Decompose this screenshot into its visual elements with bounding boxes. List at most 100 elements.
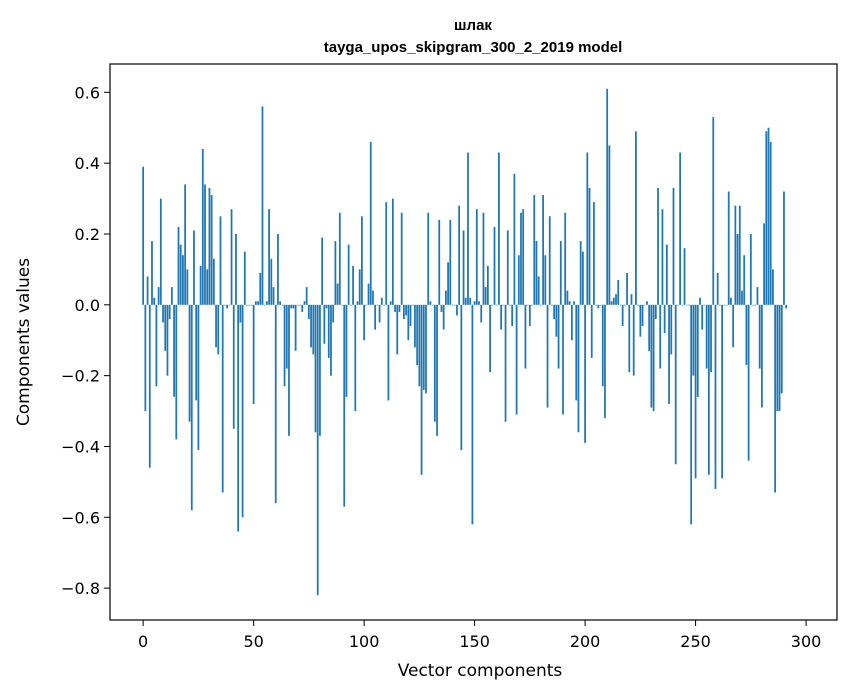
bar-285 xyxy=(772,269,774,305)
bar-51 xyxy=(254,301,257,305)
bar-126 xyxy=(420,304,423,475)
bar-123 xyxy=(414,304,416,348)
bar-179 xyxy=(537,276,540,305)
bar-23 xyxy=(193,230,195,305)
bar-109 xyxy=(383,304,385,306)
bar-68 xyxy=(292,304,295,309)
bar-70 xyxy=(296,304,299,306)
bar-279 xyxy=(758,304,761,369)
bar-238 xyxy=(668,304,670,404)
bar-143 xyxy=(458,205,461,305)
bar-148 xyxy=(469,297,472,305)
bar-153 xyxy=(480,304,483,323)
bar-213 xyxy=(612,297,615,305)
bar-208 xyxy=(601,304,604,387)
bar-222 xyxy=(632,304,635,376)
bar-55 xyxy=(263,304,266,306)
bar-180 xyxy=(540,304,542,306)
bar-192 xyxy=(566,290,569,305)
bar-69 xyxy=(294,304,297,351)
bar-248 xyxy=(690,304,693,525)
bar-241 xyxy=(674,304,677,465)
bar-214 xyxy=(615,294,617,305)
bar-136 xyxy=(442,304,445,330)
bar-188 xyxy=(557,304,560,369)
bar-64 xyxy=(283,304,286,387)
bar-7 xyxy=(157,287,160,305)
bar-281 xyxy=(763,223,765,305)
plot-frame xyxy=(109,63,838,621)
bar-119 xyxy=(405,304,407,316)
bar-107 xyxy=(378,304,381,323)
bar-267 xyxy=(732,304,735,348)
bar-245 xyxy=(683,248,686,305)
bar-120 xyxy=(407,304,410,341)
bar-247 xyxy=(688,304,690,306)
bar-146 xyxy=(464,297,467,305)
bar-237 xyxy=(665,244,668,305)
bar-256 xyxy=(707,304,710,475)
bar-62 xyxy=(279,301,282,305)
bar-212 xyxy=(610,301,613,305)
bar-46 xyxy=(243,251,246,305)
bar-244 xyxy=(681,304,684,306)
bar-32 xyxy=(212,258,215,305)
bar-189 xyxy=(559,241,562,305)
bar-108 xyxy=(380,297,383,305)
x-tick-label: 250 xyxy=(680,632,711,651)
bar-85 xyxy=(330,304,332,376)
bar-207 xyxy=(599,304,602,306)
bar-29 xyxy=(206,269,209,305)
bar-130 xyxy=(429,301,432,305)
bar-72 xyxy=(301,304,304,312)
bar-96 xyxy=(354,304,357,412)
bar-1 xyxy=(144,304,147,412)
bar-6 xyxy=(155,304,158,387)
y-tick-label: −0.8 xyxy=(61,579,100,598)
bar-223 xyxy=(635,131,637,305)
bar-111 xyxy=(387,304,390,401)
bar-98 xyxy=(358,269,361,305)
bar-57 xyxy=(268,209,270,305)
bar-263 xyxy=(723,304,726,306)
x-tick-label: 0 xyxy=(138,632,148,651)
bar-141 xyxy=(453,304,456,306)
bar-176 xyxy=(531,304,533,306)
bar-50 xyxy=(252,304,255,404)
bar-33 xyxy=(215,304,217,348)
bar-73 xyxy=(303,301,306,305)
bar-147 xyxy=(467,152,469,305)
bar-268 xyxy=(734,205,737,305)
bar-203 xyxy=(590,304,593,358)
bar-91 xyxy=(343,304,346,507)
bar-66 xyxy=(288,304,290,436)
bar-194 xyxy=(570,304,573,341)
bar-206 xyxy=(597,304,600,309)
bar-160 xyxy=(495,304,498,306)
bar-40 xyxy=(230,209,233,305)
bar-168 xyxy=(513,173,516,305)
bar-233 xyxy=(657,187,659,305)
bar-177 xyxy=(533,195,536,305)
bar-101 xyxy=(365,304,368,306)
chart-subtitle: tayga_upos_skipgram_300_2_2019 model xyxy=(324,39,623,56)
bar-198 xyxy=(579,241,582,305)
bar-162 xyxy=(500,304,503,330)
bar-41 xyxy=(232,304,235,429)
bar-36 xyxy=(221,304,224,493)
bar-260 xyxy=(716,272,719,305)
bar-280 xyxy=(760,304,763,408)
bar-67 xyxy=(290,304,293,309)
bar-56 xyxy=(266,301,268,305)
y-tick-label: −0.4 xyxy=(61,437,100,456)
bar-262 xyxy=(721,304,723,479)
bar-239 xyxy=(670,304,673,355)
bar-290 xyxy=(783,191,785,305)
y-tick-label: −0.2 xyxy=(61,367,100,386)
bar-174 xyxy=(526,304,529,306)
bar-289 xyxy=(780,304,783,394)
bar-102 xyxy=(367,283,370,305)
bar-235 xyxy=(661,209,664,305)
bar-10 xyxy=(164,304,167,351)
bar-75 xyxy=(307,304,310,319)
